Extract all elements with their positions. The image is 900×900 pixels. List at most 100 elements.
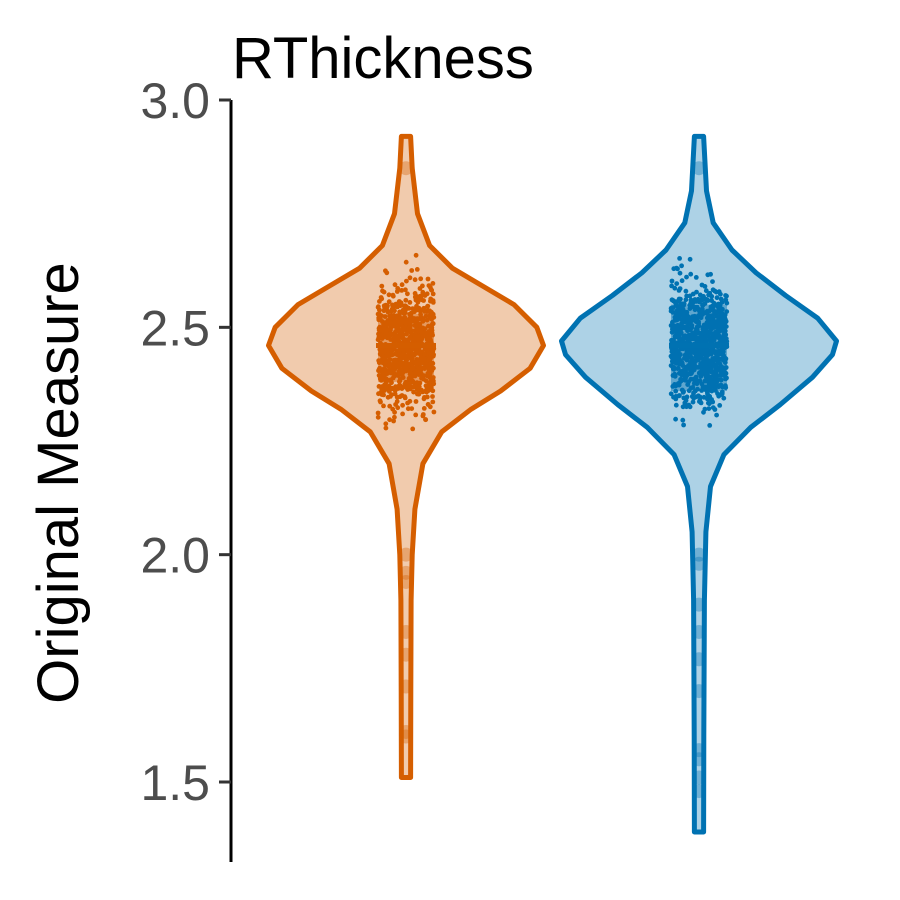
data-point <box>420 289 426 295</box>
data-point <box>672 371 678 377</box>
data-point <box>713 289 719 295</box>
data-point <box>377 398 383 404</box>
data-point <box>724 309 730 314</box>
data-point <box>706 358 711 364</box>
data-point <box>713 350 719 356</box>
data-point <box>391 331 396 337</box>
data-point <box>418 371 424 377</box>
data-point <box>379 386 385 392</box>
data-point <box>676 326 682 331</box>
data-point <box>398 359 403 365</box>
data-point <box>378 378 384 383</box>
data-point <box>703 288 709 294</box>
data-point <box>703 354 709 360</box>
data-point <box>398 329 404 335</box>
data-point <box>680 371 686 377</box>
data-point <box>387 417 392 423</box>
data-point <box>424 334 430 340</box>
data-point <box>668 363 674 368</box>
data-point <box>389 348 394 354</box>
data-point <box>392 414 397 420</box>
data-point <box>706 406 712 411</box>
data-point <box>716 301 721 307</box>
y-axis-ticks: 1.5 2.0 2.5 3.0 <box>140 73 231 811</box>
data-point <box>431 314 437 320</box>
data-point <box>400 402 405 408</box>
data-point <box>699 297 705 303</box>
data-point <box>685 350 691 356</box>
data-point <box>715 391 720 396</box>
data-point <box>379 296 385 302</box>
data-point <box>390 406 396 412</box>
data-point <box>420 325 425 331</box>
data-point <box>676 393 682 399</box>
data-point <box>406 319 412 324</box>
outlier-point <box>692 770 706 785</box>
data-point <box>390 303 396 309</box>
data-point <box>675 313 680 318</box>
data-point <box>381 308 387 314</box>
data-point <box>676 288 682 293</box>
data-point <box>687 302 693 308</box>
data-point <box>693 328 699 334</box>
data-point <box>394 315 399 320</box>
data-point <box>389 352 395 358</box>
data-point <box>383 268 388 274</box>
violin-body <box>559 133 839 835</box>
data-point <box>702 284 708 289</box>
data-point <box>414 317 420 323</box>
data-point <box>697 364 703 370</box>
data-point <box>718 363 724 369</box>
data-point <box>410 426 416 432</box>
data-point <box>413 399 419 404</box>
data-point <box>715 358 721 363</box>
data-point <box>705 386 711 392</box>
data-point <box>676 370 682 376</box>
data-point <box>714 309 720 314</box>
data-point <box>693 394 699 400</box>
data-point <box>384 331 390 337</box>
data-point <box>672 324 678 329</box>
data-point <box>701 294 706 299</box>
data-point <box>423 417 429 423</box>
data-point <box>418 276 424 282</box>
data-point <box>413 252 419 258</box>
data-point <box>692 361 697 367</box>
data-point <box>680 417 686 423</box>
data-point <box>674 281 680 286</box>
data-point <box>416 337 422 343</box>
data-point <box>683 374 689 380</box>
data-point <box>400 318 406 324</box>
data-point <box>428 298 433 304</box>
violin-group <box>266 133 546 780</box>
data-point <box>400 324 405 330</box>
data-point <box>420 283 425 289</box>
data-point <box>387 403 393 409</box>
data-point <box>411 352 416 357</box>
outlier-point <box>692 743 706 758</box>
data-point <box>706 365 712 371</box>
data-point <box>381 392 386 398</box>
data-point <box>377 365 383 371</box>
data-point <box>384 352 389 358</box>
data-point <box>693 315 698 321</box>
data-point <box>675 356 681 362</box>
data-point <box>405 406 411 412</box>
data-point <box>390 375 396 381</box>
data-point <box>707 374 713 380</box>
data-point <box>377 347 383 352</box>
data-point <box>399 288 405 293</box>
data-point <box>679 263 684 269</box>
data-point <box>704 348 710 354</box>
data-point <box>684 357 690 363</box>
data-point <box>385 318 391 323</box>
data-point <box>708 349 714 354</box>
outlier-point <box>692 784 706 799</box>
data-point <box>396 383 402 389</box>
data-point <box>394 320 399 326</box>
data-point <box>669 359 675 364</box>
data-point <box>383 421 389 427</box>
data-point <box>723 297 729 303</box>
data-point <box>386 292 392 298</box>
data-point <box>403 356 409 362</box>
